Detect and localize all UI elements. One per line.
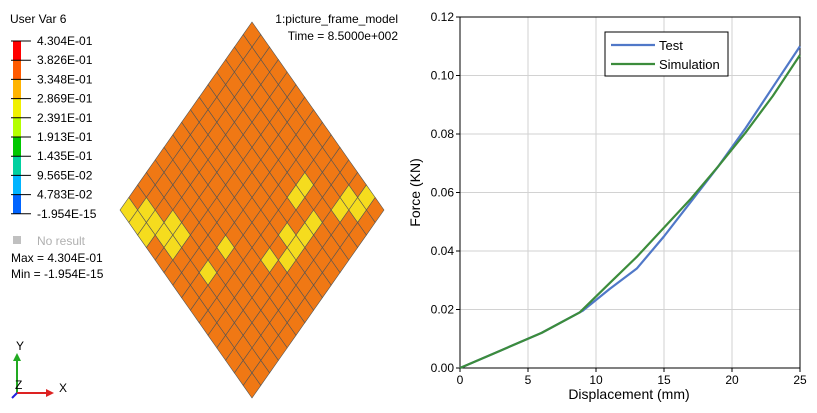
triad-z-axis [11, 392, 18, 399]
contour-legend: 4.304E-01 3.826E-01 3.348E-01 2.869E-01 2.39… [11, 34, 97, 221]
contour-plot: User Var 6 1:picture_frame_model Time = … [10, 12, 399, 399]
y-tick-label: 0.00 [431, 361, 455, 375]
triad-y-arrow [13, 353, 21, 361]
legend-value: 2.869E-01 [37, 92, 93, 106]
mesh-diamond [119, 21, 385, 399]
legend-color-band [13, 60, 21, 80]
legend-value: 3.826E-01 [37, 53, 93, 67]
legend-value: 4.304E-01 [37, 34, 93, 48]
legend-entry-label: Simulation [659, 57, 720, 72]
legend-frame [604, 31, 729, 77]
legend-value: 1.435E-01 [37, 149, 93, 163]
legend-color-band [13, 79, 21, 99]
triad-z-label: Z [15, 378, 22, 392]
y-tick-label: 0.06 [431, 186, 455, 200]
max-value-label: Max = 4.304E-01 [11, 251, 103, 265]
contour-plot-panel: User Var 6 1:picture_frame_model Time = … [0, 0, 405, 408]
time-label: Time = 8.5000e+002 [288, 29, 399, 43]
y-tick-label: 0.08 [431, 127, 455, 141]
legend-color-band [13, 194, 21, 214]
force-displacement-chart: 0.000.020.040.060.080.100.12 0 5 10 15 20 25 … [407, 10, 807, 402]
legend-color-band [13, 98, 21, 118]
contour-variable-label: User Var 6 [10, 12, 67, 26]
legend-color-band [13, 137, 21, 157]
legend-value: -1.954E-15 [37, 207, 97, 221]
y-tick-labels: 0.00 0.02 0.04 0.06 0.08 0.10 0.12 [431, 10, 460, 375]
model-name-label: 1:picture_frame_model [275, 12, 398, 26]
legend-color-band [13, 41, 21, 61]
legend-color-band [13, 175, 21, 195]
triad-x-arrow [46, 389, 54, 397]
x-tick-label: 10 [589, 373, 603, 387]
chart-legend: Test Simulation [604, 31, 729, 77]
series-line-simulation [459, 54, 801, 370]
legend-color-band [13, 117, 21, 137]
min-value-label: Min = -1.954E-15 [11, 267, 104, 281]
legend-value: 1.913E-01 [37, 130, 93, 144]
legend-value: 4.783E-02 [37, 188, 93, 202]
y-tick-label: 0.04 [431, 244, 455, 258]
legend-value: 3.348E-01 [37, 72, 93, 86]
y-tick-label: 0.10 [431, 69, 455, 83]
legend-value: 9.565E-02 [37, 168, 93, 182]
y-tick-label: 0.12 [431, 10, 455, 24]
triad-y-label: Y [16, 339, 24, 353]
x-axis-label: Displacement (mm) [568, 386, 689, 402]
triad-x-label: X [59, 381, 67, 395]
x-tick-label: 0 [457, 373, 464, 387]
legend-value: 2.391E-01 [37, 111, 93, 125]
y-tick-label: 0.02 [431, 303, 455, 317]
x-tick-label: 20 [725, 373, 739, 387]
no-result-swatch [13, 236, 21, 244]
x-tick-label: 15 [657, 373, 671, 387]
x-tick-label: 25 [793, 373, 807, 387]
legend-entry-label: Test [659, 38, 683, 53]
x-tick-label: 5 [525, 373, 532, 387]
no-result-label: No result [37, 234, 86, 248]
coordinate-triad: Y Z X [11, 339, 67, 399]
mesh-element [242, 372, 262, 399]
chart-panel: 0.00 0.02 0.04 0.06 0.08 0.10 0.12 0 5 10 15 20 25 … [405, 0, 817, 408]
chart-series [459, 45, 801, 370]
x-tick-labels: 0 5 10 15 20 25 [457, 368, 807, 387]
series-line-test [459, 45, 801, 370]
legend-color-band [13, 156, 21, 176]
y-axis-label: Force (KN) [407, 158, 423, 226]
